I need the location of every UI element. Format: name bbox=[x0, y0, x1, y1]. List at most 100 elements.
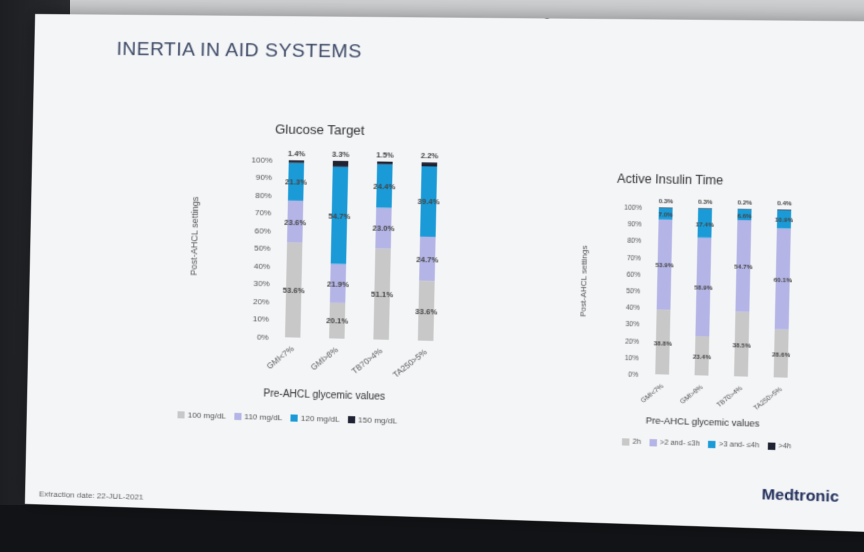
data-label: 7.0% bbox=[658, 213, 673, 219]
data-label: 3.3% bbox=[332, 150, 350, 159]
data-label: 1.4% bbox=[288, 149, 306, 158]
data-label: 2.2% bbox=[421, 151, 439, 160]
legend-swatch bbox=[622, 438, 630, 445]
legend-swatch bbox=[708, 441, 716, 448]
legend-label: >3 and- ≤4h bbox=[719, 441, 759, 449]
data-label: 53.6% bbox=[283, 286, 305, 296]
presentation-slide: INERTIA IN AID SYSTEMS Glucose Target Po… bbox=[25, 14, 864, 532]
data-label: 54.7% bbox=[328, 211, 350, 221]
glucose-target-chart: 0% 10% 20% 30% 40% 50% 60% 70% 80% 90% 100% 53.6% 23… bbox=[199, 128, 471, 377]
data-label: 60.1% bbox=[774, 278, 793, 285]
y-axis-label-glucose: Post-AHCL settings bbox=[189, 197, 201, 276]
y-tick-label: 50% bbox=[254, 244, 271, 253]
x-tick-label: GMI<7% bbox=[640, 383, 666, 405]
y-tick-label: 90% bbox=[256, 173, 273, 182]
legend-label: 2h bbox=[633, 439, 641, 446]
active-insulin-time-chart: 0% 10% 20% 30% 40% 50% 60% 70% 80% 90% 100% 38.8% 53… bbox=[581, 181, 820, 393]
x-tick-label: GMI>8% bbox=[309, 345, 340, 372]
bar-segment bbox=[422, 162, 438, 166]
x-tick-label: TA250>5% bbox=[391, 347, 428, 379]
data-label: 20.1% bbox=[326, 316, 348, 326]
data-label: 21.3% bbox=[285, 178, 307, 188]
legend-item: 110 mg/dL bbox=[234, 412, 282, 422]
y-tick-label: 0% bbox=[257, 333, 269, 342]
y-tick-label: 20% bbox=[625, 338, 639, 346]
legend-swatch bbox=[234, 413, 241, 420]
y-tick-label: 100% bbox=[624, 205, 642, 213]
legend-label: >2 and- ≤3h bbox=[660, 439, 700, 447]
data-label: 24.4% bbox=[373, 182, 395, 192]
x-tick-label: TB70>4% bbox=[716, 385, 745, 409]
data-label: 0.2% bbox=[737, 200, 752, 206]
bar-segment bbox=[289, 160, 304, 163]
data-label: 1.5% bbox=[376, 150, 394, 159]
x-tick-label: TA250>5% bbox=[753, 386, 785, 412]
y-tick-label: 70% bbox=[627, 255, 641, 263]
y-tick-label: 100% bbox=[251, 155, 272, 164]
legend-swatch bbox=[290, 414, 297, 421]
legend-label: 100 mg/dL bbox=[188, 411, 227, 421]
slide-title: INERTIA IN AID SYSTEMS bbox=[116, 39, 362, 64]
legend-insulin: 2h >2 and- ≤3h >3 and- ≤4h >4h bbox=[622, 438, 791, 450]
legend-swatch bbox=[649, 439, 657, 446]
legend-swatch bbox=[177, 411, 184, 418]
data-label: 24.7% bbox=[416, 254, 439, 264]
legend-label: 150 mg/dL bbox=[358, 415, 397, 425]
legend-item: >3 and- ≤4h bbox=[708, 441, 759, 450]
y-tick-label: 30% bbox=[253, 279, 270, 288]
y-tick-label: 50% bbox=[626, 288, 640, 296]
legend-label: 110 mg/dL bbox=[244, 412, 282, 422]
x-tick-label: GMI>8% bbox=[679, 384, 705, 406]
x-tick-label: GMI<7% bbox=[265, 344, 296, 371]
y-tick-label: 0% bbox=[628, 371, 638, 378]
y-tick-label: 80% bbox=[255, 191, 272, 200]
y-tick-label: 10% bbox=[625, 355, 639, 363]
legend-glucose: 100 mg/dL 110 mg/dL 120 mg/dL 150 mg/dL bbox=[177, 410, 397, 425]
y-tick-label: 10% bbox=[253, 315, 270, 324]
data-label: 23.0% bbox=[372, 224, 394, 234]
legend-label: >4h bbox=[778, 443, 791, 451]
data-label: 51.1% bbox=[371, 290, 393, 300]
data-label: 58.9% bbox=[694, 286, 713, 293]
legend-item: >4h bbox=[768, 442, 792, 450]
x-axis-label-glucose: Pre-AHCL glycemic values bbox=[263, 388, 385, 402]
brand-logo: Medtronic bbox=[762, 486, 839, 506]
data-label: 54.7% bbox=[734, 265, 753, 272]
data-label: 38.8% bbox=[654, 341, 673, 348]
data-label: 21.9% bbox=[327, 279, 349, 289]
bar-segment bbox=[333, 161, 349, 167]
extraction-date: Extraction date: 22-JUL-2021 bbox=[39, 489, 144, 501]
data-label: 17.4% bbox=[696, 222, 715, 229]
data-label: 6.6% bbox=[737, 213, 752, 220]
data-label: 10.9% bbox=[775, 218, 794, 225]
legend-item: 150 mg/dL bbox=[348, 415, 398, 426]
legend-swatch bbox=[348, 416, 355, 423]
y-tick-label: 60% bbox=[627, 271, 641, 279]
y-tick-label: 30% bbox=[626, 321, 640, 329]
y-tick-label: 40% bbox=[626, 305, 640, 313]
y-tick-label: 80% bbox=[627, 238, 641, 245]
legend-swatch bbox=[768, 442, 776, 449]
data-label: 38.5% bbox=[732, 343, 751, 350]
bar-segment bbox=[377, 161, 393, 164]
legend-item: 2h bbox=[622, 438, 641, 446]
data-label: 39.4% bbox=[417, 197, 440, 207]
data-label: 0.3% bbox=[659, 199, 674, 205]
data-label: 23.6% bbox=[284, 217, 306, 227]
y-tick-label: 90% bbox=[628, 221, 642, 228]
y-tick-label: 40% bbox=[254, 262, 271, 271]
data-label: 53.9% bbox=[655, 263, 674, 270]
legend-label: 120 mg/dL bbox=[301, 414, 340, 424]
y-tick-label: 70% bbox=[255, 209, 272, 218]
legend-item: 100 mg/dL bbox=[177, 410, 226, 420]
data-label: 33.6% bbox=[415, 306, 438, 316]
data-label: 0.4% bbox=[777, 201, 793, 208]
x-axis-label-insulin: Pre-AHCL glycemic values bbox=[646, 415, 760, 429]
legend-item: >2 and- ≤3h bbox=[649, 439, 700, 448]
data-label: 0.3% bbox=[698, 200, 713, 206]
data-label: 23.4% bbox=[693, 355, 712, 362]
legend-item: 120 mg/dL bbox=[290, 413, 339, 424]
data-label: 28.6% bbox=[772, 352, 791, 359]
x-tick-label: TB70>4% bbox=[350, 346, 384, 376]
y-tick-label: 20% bbox=[253, 297, 270, 306]
